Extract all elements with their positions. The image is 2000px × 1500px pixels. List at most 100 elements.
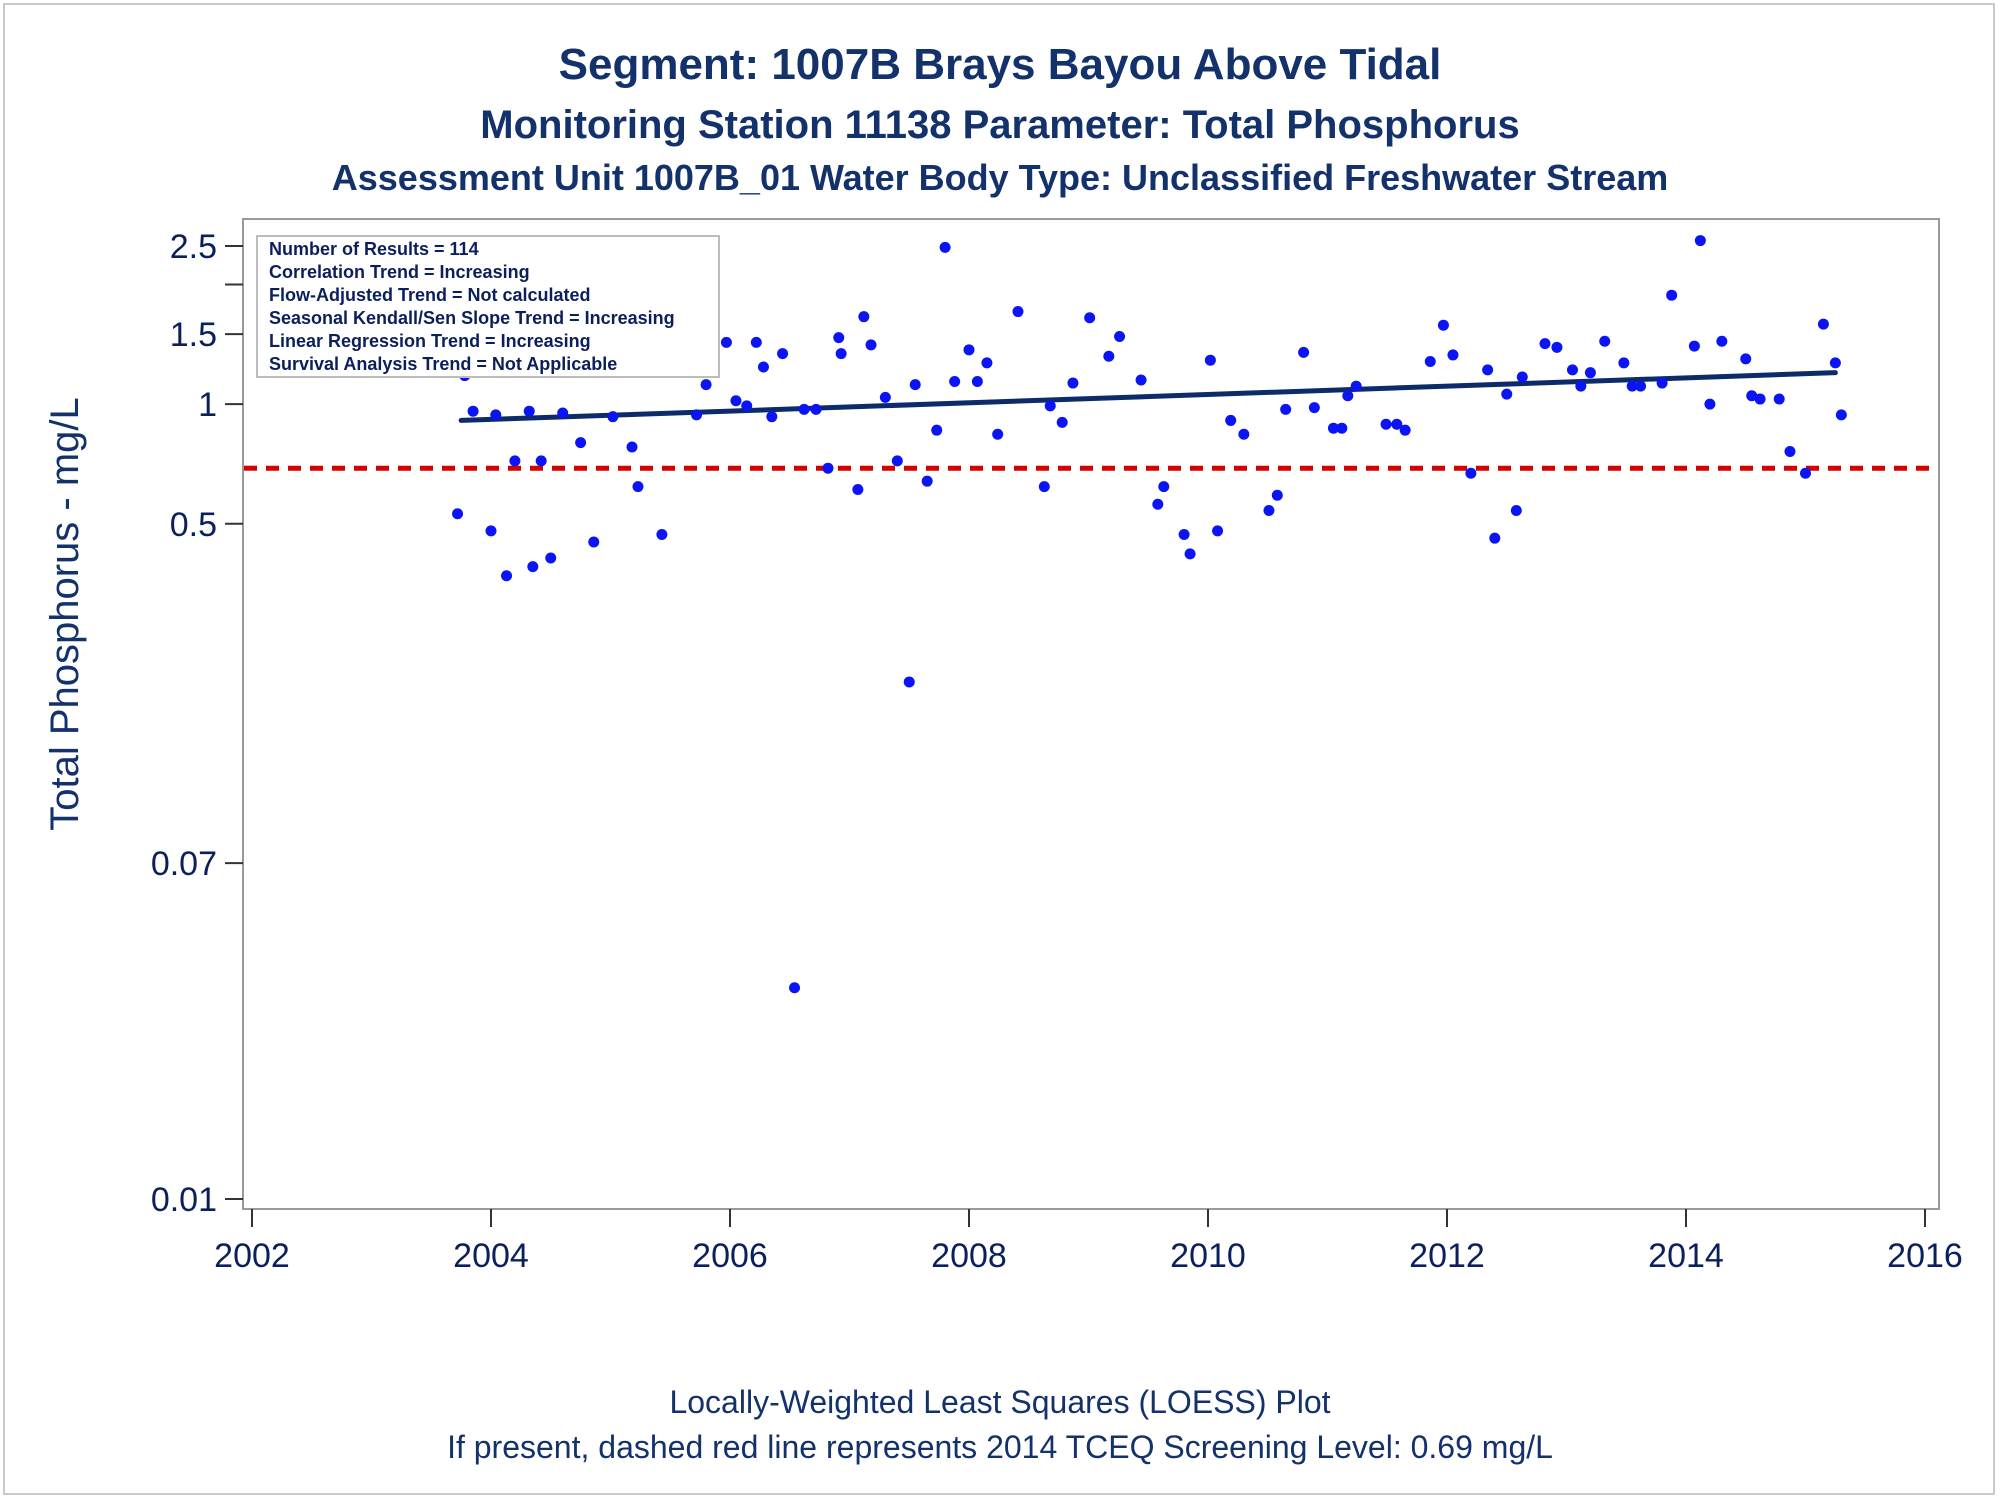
data-point: [1056, 416, 1068, 428]
trend-layer: [458, 370, 1838, 423]
chart-frame: [3, 3, 1995, 1495]
data-point: [1510, 505, 1522, 517]
data-point: [1280, 403, 1292, 415]
data-point: [535, 455, 547, 467]
footnote-loess: Locally-Weighted Least Squares (LOESS) P…: [669, 1384, 1330, 1420]
data-point: [757, 361, 769, 373]
data-point: [1391, 418, 1403, 430]
y-tick-label: 0.07: [151, 845, 217, 883]
data-point: [1238, 428, 1250, 440]
data-point: [1044, 400, 1056, 412]
data-point: [1103, 350, 1115, 362]
data-point: [485, 525, 497, 537]
data-point: [1263, 505, 1275, 517]
data-point: [1539, 338, 1551, 350]
data-point: [656, 528, 668, 540]
data-point: [939, 241, 951, 253]
trend-summary-line: Flow-Adjusted Trend = Not calculated: [269, 285, 591, 305]
data-point: [509, 455, 521, 467]
data-point: [777, 348, 789, 360]
data-point: [1038, 481, 1050, 493]
data-point: [789, 982, 801, 994]
x-tick-label: 2006: [692, 1237, 768, 1275]
data-point: [1380, 418, 1392, 430]
trend-summary-line: Number of Results = 114: [269, 239, 479, 259]
data-point: [1084, 312, 1096, 324]
data-point: [1342, 390, 1354, 402]
data-point: [1424, 356, 1436, 368]
y-axis-title: Total Phosphorus - mg/L: [43, 397, 87, 831]
trend-summary-line: Linear Regression Trend = Increasing: [269, 331, 591, 351]
data-point: [1575, 380, 1587, 392]
data-point: [1635, 380, 1647, 392]
data-point: [575, 437, 587, 449]
data-point: [852, 483, 864, 495]
data-point: [931, 424, 943, 436]
data-point: [1516, 371, 1528, 383]
data-point: [1584, 367, 1596, 379]
data-point: [971, 376, 983, 388]
data-point: [903, 676, 915, 688]
trend-summary-box: Number of Results = 114 Correlation Tren…: [256, 235, 720, 378]
data-point: [588, 536, 600, 548]
data-point: [626, 441, 638, 453]
data-point: [1626, 380, 1638, 392]
trend-summary-line: Correlation Trend = Increasing: [269, 262, 530, 282]
y-tick-label: 0.01: [151, 1181, 217, 1219]
footnote-screening: If present, dashed red line represents 2…: [447, 1429, 1553, 1465]
chart-subtitle: Monitoring Station 11138 Parameter: Tota…: [480, 103, 1519, 147]
data-point: [1437, 319, 1449, 331]
data-point: [1829, 357, 1841, 369]
data-point: [992, 428, 1004, 440]
trend-summary-line: Seasonal Kendall/Sen Slope Trend = Incre…: [269, 308, 675, 328]
data-point: [1666, 289, 1678, 301]
data-point: [858, 311, 870, 323]
data-point: [545, 552, 557, 564]
data-point: [1178, 528, 1190, 540]
data-point: [1135, 374, 1147, 386]
data-point: [798, 403, 810, 415]
data-point: [730, 395, 742, 407]
data-point: [1012, 306, 1024, 318]
loess-trend-line: [458, 370, 1838, 423]
x-tick-label: 2008: [931, 1237, 1007, 1275]
data-point: [1204, 354, 1216, 366]
data-point: [1158, 481, 1170, 493]
x-axis: 2002 2004 2006 2008 2010 2012 2014 2016: [214, 1209, 1963, 1275]
data-points: [452, 235, 1847, 994]
chart-subtitle-2: Assessment Unit 1007B_01 Water Body Type…: [332, 157, 1669, 198]
data-point: [1271, 489, 1283, 501]
data-point: [1298, 346, 1310, 358]
data-point: [1784, 446, 1796, 458]
data-point: [750, 336, 762, 348]
data-point: [1225, 414, 1237, 426]
data-point: [879, 391, 891, 403]
data-point: [1152, 498, 1164, 510]
data-point: [1465, 467, 1477, 479]
data-point: [1308, 402, 1320, 414]
data-point: [527, 561, 539, 573]
data-point: [822, 462, 834, 474]
y-axis: 0.01 0.07 0.5 1 1.5 2.5: [151, 228, 243, 1219]
data-point: [1551, 341, 1563, 353]
x-tick-label: 2002: [214, 1237, 290, 1275]
data-point: [949, 376, 961, 388]
data-point: [1566, 364, 1578, 376]
data-point: [632, 481, 644, 493]
y-tick-label: 2.5: [170, 228, 217, 266]
data-point: [741, 400, 753, 412]
data-point: [1716, 335, 1728, 347]
data-point: [1336, 422, 1348, 434]
data-point: [490, 409, 502, 421]
data-point: [1114, 330, 1126, 342]
data-point: [833, 332, 845, 344]
data-point: [1656, 377, 1668, 389]
y-tick-label: 1.5: [170, 316, 217, 354]
data-point: [1399, 424, 1411, 436]
y-tick-label: 0.5: [170, 506, 217, 544]
data-point: [835, 348, 847, 360]
data-point: [1746, 390, 1758, 402]
trend-summary-border: [256, 235, 720, 378]
data-point: [1599, 335, 1611, 347]
